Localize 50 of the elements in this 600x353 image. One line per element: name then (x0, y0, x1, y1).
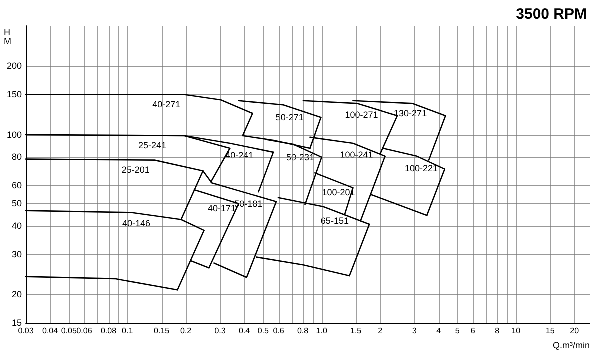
series-label: 40-271 (152, 100, 181, 110)
x-tick-label: 0.05 (61, 326, 78, 336)
x-tick-label: 0.1 (122, 326, 134, 336)
x-tick-label: 2 (378, 326, 384, 336)
series-label: 40-171 (208, 204, 236, 214)
series-label: 25-241 (138, 140, 167, 151)
series-label: 50-271 (276, 112, 304, 122)
series-label: 65-151 (320, 216, 349, 226)
x-tick-label: 0.15 (154, 326, 170, 336)
x-tick-label: 6 (470, 326, 476, 336)
x-tick-label: 1.5 (350, 326, 362, 336)
y-tick-label: 50 (12, 198, 22, 209)
series-label: 40-146 (122, 218, 151, 228)
y-tick-label: 100 (6, 130, 22, 140)
x-tick-label: 0.5 (258, 326, 270, 336)
x-tick-label: 8 (495, 326, 500, 336)
y-tick-label: 40 (12, 220, 22, 231)
y-tick-label: 80 (12, 152, 22, 162)
series-label: 100-241 (340, 150, 374, 160)
x-tick-label: 0.06 (76, 326, 93, 336)
x-tick-label: 1.0 (316, 326, 328, 336)
x-tick-label: 4 (436, 326, 442, 336)
x-tick-label: 0.03 (18, 326, 34, 336)
x-tick-label: 0.6 (273, 326, 285, 336)
series-label: 130-271 (394, 108, 428, 119)
x-tick-label: 3 (412, 326, 418, 336)
series-label: 100-221 (404, 163, 438, 174)
x-tick-label: 20 (570, 326, 580, 336)
y-tick-label: 200 (6, 61, 22, 72)
x-tick-label: 0.08 (100, 326, 118, 336)
x-axis-title: Q.m³/min (553, 340, 590, 350)
x-tick-label: 0.3 (214, 326, 226, 336)
x-tick-label: 0.8 (297, 326, 310, 336)
series-label: 100-271 (345, 110, 378, 120)
x-tick-label: 15 (546, 326, 556, 336)
x-tick-label: 0.4 (238, 326, 251, 336)
y-tick-label: 30 (12, 249, 22, 260)
y-tick-label: 150 (6, 90, 22, 100)
x-tick-label: 5 (455, 326, 460, 336)
y-tick-label: 60 (12, 180, 22, 191)
series-label: 25-201 (122, 165, 150, 176)
y-tick-label: 15 (12, 318, 22, 328)
x-tick-label: 0.2 (180, 326, 192, 336)
y-axis-title: H M (4, 28, 12, 46)
chart-title: 3500 RPM (516, 6, 588, 23)
series-label: 50-231 (286, 152, 315, 163)
x-tick-label: 10 (512, 326, 522, 336)
y-tick-label: 20 (12, 289, 22, 300)
series-label: 40-241 (226, 150, 254, 160)
x-tick-label: 0.04 (42, 326, 59, 336)
